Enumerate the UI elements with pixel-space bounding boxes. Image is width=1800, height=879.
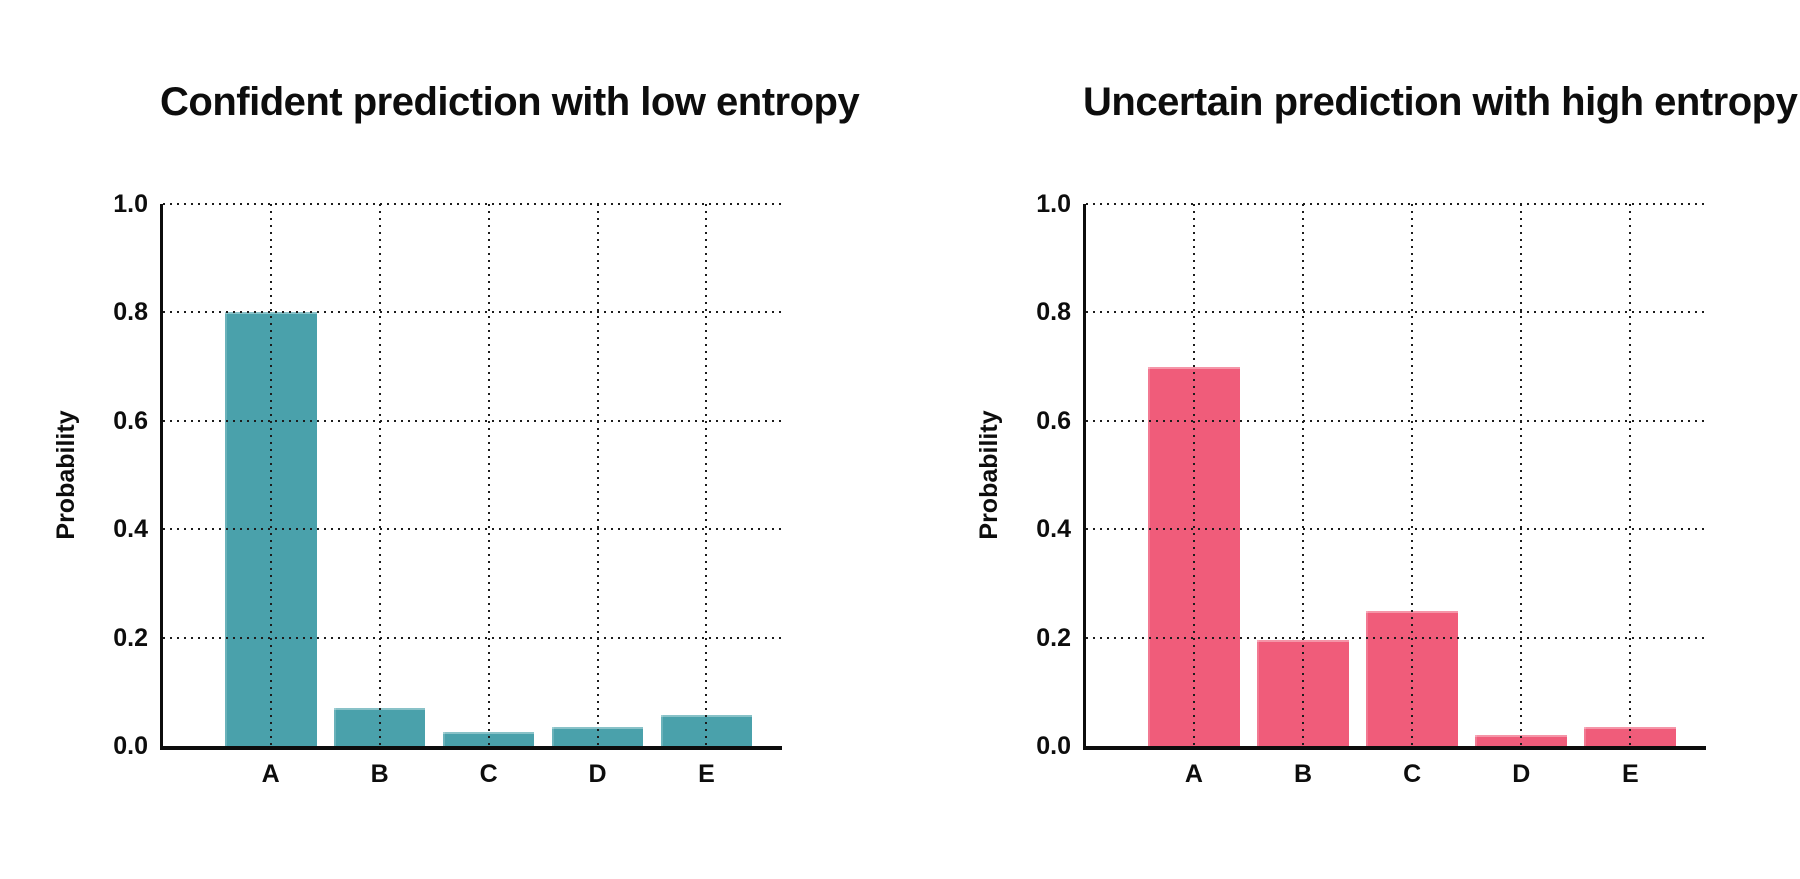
gridline-horizontal xyxy=(163,311,782,314)
plot-area: Probability 0.0 0.2 0.4 0.6 0.8 1.0 A B C D E xyxy=(52,190,782,788)
gridline-horizontal xyxy=(1086,203,1706,205)
y-tick-label: 1.0 xyxy=(113,190,148,218)
y-tick-label: 0.4 xyxy=(113,515,148,544)
x-tick-label: B xyxy=(1293,760,1313,788)
x-tick-label: E xyxy=(698,760,715,788)
gridline-horizontal xyxy=(163,636,782,639)
gridline-vertical xyxy=(487,204,490,746)
gridline-horizontal xyxy=(1086,528,1706,531)
y-tick-label: 0.0 xyxy=(113,732,148,760)
y-tick-label: 0.6 xyxy=(1036,406,1071,435)
gridline-vertical xyxy=(1411,204,1414,746)
y-axis-label: Probability xyxy=(52,410,80,540)
gridline-vertical xyxy=(1629,204,1632,746)
x-tick-label: E xyxy=(1622,760,1639,788)
gridline-horizontal xyxy=(163,203,782,205)
gridline-horizontal xyxy=(1086,311,1706,314)
y-tick-label: 0.2 xyxy=(1036,623,1071,652)
gridline-vertical xyxy=(596,204,599,746)
x-tick-label: D xyxy=(1512,760,1531,788)
y-tick-label: 0.4 xyxy=(1036,515,1071,544)
y-tick-label: 0.8 xyxy=(1036,298,1071,327)
y-tick-label: 0.6 xyxy=(113,406,148,435)
gridline-vertical xyxy=(1520,204,1523,746)
x-tick-label: D xyxy=(588,760,607,788)
gridline-horizontal xyxy=(1086,419,1706,422)
y-tick-label: 1.0 xyxy=(1036,190,1071,218)
plot-area: Probability 0.0 0.2 0.4 0.6 0.8 1.0 A B C D E xyxy=(975,190,1706,788)
gridline-vertical xyxy=(1192,204,1195,746)
gridline-vertical xyxy=(269,204,272,746)
gridline-vertical xyxy=(705,204,708,746)
chart-uncertain-high-entropy: Uncertain prediction with high entropy P… xyxy=(900,0,1800,879)
y-tick-label: 0.2 xyxy=(113,623,148,652)
gridline-horizontal xyxy=(163,528,782,531)
gridline-horizontal xyxy=(1086,636,1706,639)
x-tick-label: A xyxy=(261,760,280,788)
gridline-vertical xyxy=(1302,204,1304,746)
x-tick-label: A xyxy=(1184,760,1203,788)
y-tick-label: 0.0 xyxy=(1036,732,1071,760)
gridline-vertical xyxy=(378,204,381,746)
chart-confident-low-entropy: Confident prediction with low entropy Pr… xyxy=(52,80,860,788)
gridline-horizontal xyxy=(163,419,782,422)
y-axis-label: Probability xyxy=(975,410,1003,540)
chart-title: Confident prediction with low entropy xyxy=(160,80,860,124)
x-tick-label: C xyxy=(479,760,498,788)
y-tick-label: 0.8 xyxy=(113,298,148,327)
chart-title: Uncertain prediction with high entropy xyxy=(1083,80,1798,124)
x-tick-label: B xyxy=(370,760,389,788)
x-tick-label: C xyxy=(1403,760,1422,788)
